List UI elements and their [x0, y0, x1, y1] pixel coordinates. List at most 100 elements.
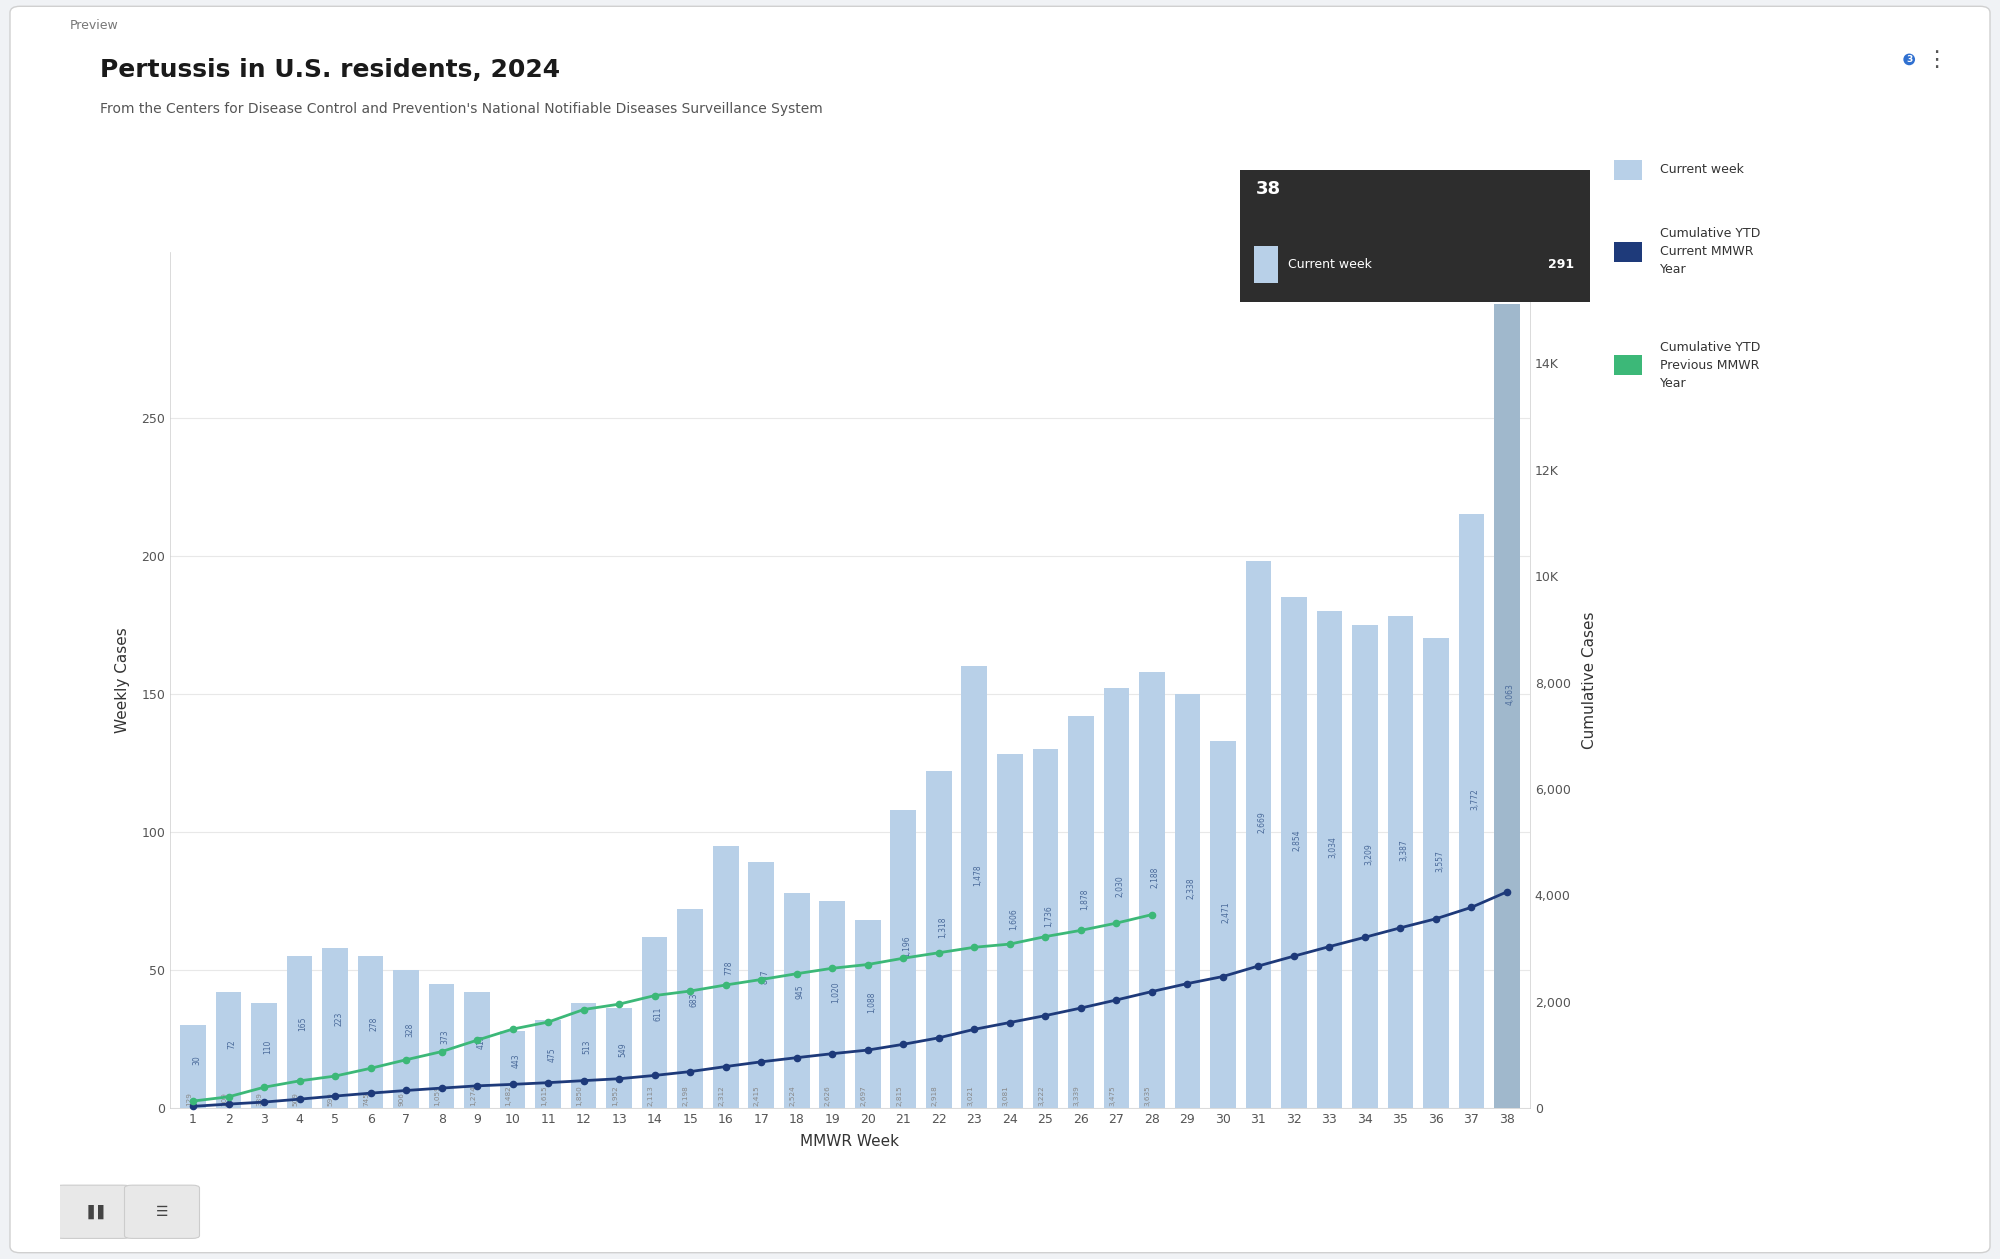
Bar	[784, 893, 810, 1108]
Y-axis label: Cumulative Cases: Cumulative Cases	[1582, 611, 1596, 749]
Text: 373: 373	[440, 1030, 450, 1045]
Text: 549: 549	[618, 1042, 628, 1056]
Text: 945: 945	[796, 985, 804, 998]
Text: From the Centers for Disease Control and Prevention's National Notifiable Diseas: From the Centers for Disease Control and…	[100, 102, 822, 116]
Bar	[180, 1025, 206, 1108]
Bar	[1424, 638, 1448, 1108]
Text: Current week: Current week	[1660, 164, 1744, 176]
Text: 1,274: 1,274	[470, 1085, 476, 1105]
Text: 2,697: 2,697	[860, 1085, 866, 1105]
Bar	[1316, 611, 1342, 1108]
Text: 209: 209	[222, 1092, 228, 1105]
Text: Cumulative YTD
Previous MMWR
Year: Cumulative YTD Previous MMWR Year	[1660, 341, 1760, 389]
Text: 72: 72	[228, 1039, 236, 1049]
Text: 906: 906	[398, 1092, 404, 1105]
Text: 3,387: 3,387	[1400, 838, 1408, 861]
Bar	[1458, 514, 1484, 1108]
Text: 513: 513	[582, 1040, 592, 1054]
Bar	[252, 1003, 276, 1108]
Text: 1,878: 1,878	[1080, 889, 1088, 910]
Text: 129: 129	[186, 1092, 192, 1105]
Text: 415: 415	[476, 1034, 486, 1049]
Bar	[1494, 305, 1520, 1108]
Text: 2,415: 2,415	[754, 1085, 760, 1105]
Bar	[748, 862, 774, 1108]
Text: 278: 278	[370, 1016, 378, 1031]
Text: 2,815: 2,815	[896, 1085, 902, 1105]
Bar	[216, 992, 242, 1108]
Text: 2,030: 2,030	[1116, 875, 1124, 896]
Text: 2,626: 2,626	[824, 1085, 830, 1105]
Text: 38: 38	[1256, 180, 1282, 198]
Text: 1,088: 1,088	[866, 991, 876, 1012]
Text: ☰: ☰	[156, 1205, 168, 1219]
Bar	[286, 956, 312, 1108]
Text: 509: 509	[292, 1092, 298, 1105]
Text: 3,475: 3,475	[1110, 1085, 1116, 1105]
Bar	[962, 666, 988, 1108]
Text: 1,318: 1,318	[938, 917, 946, 938]
Text: 3,021: 3,021	[968, 1085, 974, 1105]
Text: 30: 30	[192, 1055, 202, 1065]
Text: 745: 745	[364, 1092, 370, 1105]
Bar	[1174, 694, 1200, 1108]
Text: 2,338: 2,338	[1186, 878, 1196, 899]
Text: 1,736: 1,736	[1044, 905, 1054, 927]
Text: ⋮: ⋮	[1924, 50, 1948, 71]
Text: Pertussis in U.S. residents, 2024: Pertussis in U.S. residents, 2024	[100, 58, 560, 82]
Text: 389: 389	[256, 1092, 262, 1105]
Text: 599: 599	[328, 1092, 334, 1105]
X-axis label: MMWR Week: MMWR Week	[800, 1134, 900, 1149]
Text: 3,222: 3,222	[1038, 1085, 1044, 1105]
FancyBboxPatch shape	[56, 1185, 130, 1239]
Text: 3,209: 3,209	[1364, 844, 1372, 865]
Bar	[678, 909, 702, 1108]
Text: Cumulative YTD
Current MMWR
Year: Cumulative YTD Current MMWR Year	[1660, 228, 1760, 276]
Text: 1,952: 1,952	[612, 1085, 618, 1105]
Text: 2,312: 2,312	[718, 1085, 724, 1105]
Bar	[394, 969, 418, 1108]
Text: 2,471: 2,471	[1222, 901, 1230, 923]
Text: 2,854: 2,854	[1292, 830, 1302, 851]
Bar	[1140, 671, 1164, 1108]
Text: 2,113: 2,113	[648, 1085, 654, 1105]
Text: 4,063: 4,063	[1506, 682, 1514, 705]
Text: 443: 443	[512, 1054, 520, 1068]
Bar	[1210, 740, 1236, 1108]
Text: Current week: Current week	[1288, 258, 1372, 271]
Bar	[1104, 689, 1130, 1108]
Text: 3,034: 3,034	[1328, 836, 1338, 857]
Bar	[1282, 597, 1306, 1108]
Text: 2,198: 2,198	[682, 1085, 688, 1105]
Bar	[500, 1031, 526, 1108]
Bar	[642, 937, 668, 1108]
Bar	[358, 956, 384, 1108]
Bar	[570, 1003, 596, 1108]
Bar	[1032, 749, 1058, 1108]
Text: 1,478: 1,478	[974, 864, 982, 885]
Text: 1,615: 1,615	[540, 1085, 546, 1105]
Bar	[1246, 562, 1272, 1108]
Bar	[1068, 716, 1094, 1108]
Text: 2,188: 2,188	[1150, 867, 1160, 889]
Text: 2,669: 2,669	[1258, 811, 1266, 833]
Text: 3,081: 3,081	[1002, 1085, 1008, 1105]
Bar	[890, 810, 916, 1108]
Bar	[606, 1008, 632, 1108]
Text: 223: 223	[334, 1012, 344, 1026]
Bar	[428, 983, 454, 1108]
Text: Preview: Preview	[70, 19, 118, 31]
Text: 475: 475	[548, 1047, 556, 1063]
Text: 3,635: 3,635	[1144, 1085, 1150, 1105]
Text: 1,850: 1,850	[576, 1085, 582, 1105]
Text: ▐▐: ▐▐	[82, 1205, 104, 1219]
FancyBboxPatch shape	[124, 1185, 200, 1239]
Y-axis label: Weekly Cases: Weekly Cases	[116, 627, 130, 733]
Text: 165: 165	[298, 1016, 308, 1031]
Text: 778: 778	[724, 961, 734, 976]
Bar	[926, 771, 952, 1108]
Text: 328: 328	[406, 1024, 414, 1037]
Text: 611: 611	[654, 1006, 662, 1021]
Text: 1,482: 1,482	[506, 1085, 512, 1105]
Bar	[1352, 624, 1378, 1108]
